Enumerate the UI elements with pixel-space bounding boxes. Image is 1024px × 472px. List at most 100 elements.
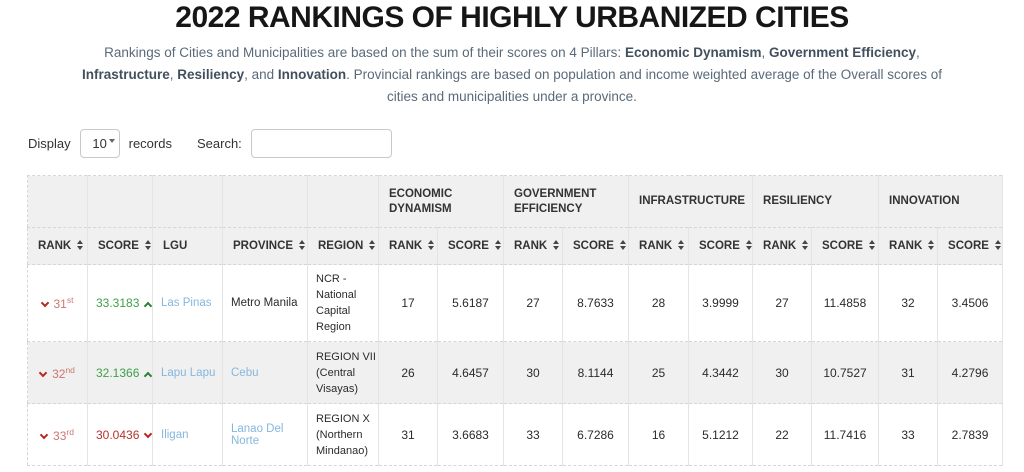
pillar-rank-cell-economic_dynamism: 17 — [378, 264, 438, 342]
table-wrap: ECONOMIC DYNAMISM GOVERNMENT EFFICIENCY … — [27, 175, 1004, 466]
column-header-ge-rank[interactable]: RANK — [503, 227, 563, 265]
pillar-group-resiliency: RESILIENCY — [752, 175, 880, 228]
pillar-rank-cell-resiliency: 22 — [752, 403, 813, 466]
rank-cell: 33rd — [27, 403, 88, 466]
score-trend-up-icon — [144, 371, 153, 380]
overall-score-cell: 32.1366 — [87, 341, 153, 404]
column-header-label: SCORE — [98, 240, 139, 252]
records-label: records — [128, 135, 172, 151]
subtitle-text: , — [169, 67, 178, 82]
pillar-score-cell-infrastructure: 5.1212 — [688, 403, 754, 466]
pillar-rank-cell-infrastructure: 28 — [628, 264, 690, 342]
column-header-label: RANK — [889, 240, 923, 252]
pillar-score-cell-economic_dynamism: 3.6683 — [437, 403, 504, 466]
header-spacer — [222, 175, 308, 228]
pillar-score-cell-resiliency: 11.7416 — [811, 403, 880, 466]
column-header-province[interactable]: PROVINCE — [222, 227, 308, 265]
sort-icon — [745, 239, 752, 250]
page-subtitle: Rankings of Cities and Municipalities ar… — [72, 42, 952, 108]
pillar-name-emphasis: Resiliency — [177, 67, 245, 82]
pillar-score-cell-government_efficiency: 8.1144 — [562, 341, 630, 404]
sort-icon — [553, 239, 560, 250]
rankings-table: ECONOMIC DYNAMISM GOVERNMENT EFFICIENCY … — [27, 175, 1004, 466]
score-trend-down-icon — [144, 429, 153, 438]
sort-icon — [928, 239, 935, 250]
pillar-rank-cell-economic_dynamism: 26 — [378, 341, 438, 404]
display-label: Display — [28, 135, 71, 151]
lgu-cell: Las Pinas — [152, 264, 223, 342]
column-header-res-rank[interactable]: RANK — [752, 227, 813, 265]
header-spacer — [87, 175, 153, 228]
column-header-label: LGU — [163, 240, 188, 252]
column-header-label: REGION — [318, 240, 364, 252]
header-spacer — [27, 175, 88, 228]
subtitle-text: , — [761, 45, 769, 60]
column-header-label: RANK — [389, 240, 423, 252]
column-header-ge-score[interactable]: SCORE — [562, 227, 630, 265]
column-header-label: SCORE — [699, 240, 740, 252]
column-header-ed-rank[interactable]: RANK — [378, 227, 438, 265]
records-per-page-select[interactable]: 10 — [79, 128, 120, 158]
column-header-inf-score[interactable]: SCORE — [688, 227, 754, 265]
rank-cell: 31st — [27, 264, 88, 342]
column-header-row: RANK SCORE LGU PROVINCE REGION RANK SCOR… — [27, 227, 1004, 265]
province-link[interactable]: Lanao Del Norte — [231, 422, 284, 447]
subtitle-text: , — [916, 45, 920, 60]
sort-icon — [994, 239, 1001, 250]
column-header-ed-score[interactable]: SCORE — [437, 227, 504, 265]
search-label: Search: — [196, 135, 242, 151]
column-header-label: RANK — [38, 240, 72, 252]
sort-icon — [299, 239, 306, 250]
pillar-rank-cell-resiliency: 30 — [752, 341, 813, 404]
pillar-score-cell-infrastructure: 3.9999 — [688, 264, 754, 342]
pillar-rank-cell-innovation: 32 — [878, 264, 939, 342]
sort-icon — [428, 239, 435, 250]
pillar-rank-cell-government_efficiency: 33 — [503, 403, 563, 466]
column-header-res-score[interactable]: SCORE — [811, 227, 880, 265]
column-header-inn-rank[interactable]: RANK — [878, 227, 939, 265]
column-header-rank[interactable]: RANK — [27, 227, 88, 265]
pillar-rank-cell-resiliency: 27 — [752, 264, 813, 342]
rank-trend-down-icon — [39, 430, 49, 439]
sort-icon — [619, 239, 626, 250]
table-row: 33rd 30.0436 Iligan Lanao Del Norte REGION X… — [27, 403, 1004, 466]
sort-icon — [77, 239, 84, 250]
pillar-rank-cell-government_efficiency: 27 — [503, 264, 563, 342]
pillar-score-cell-infrastructure: 4.3442 — [688, 341, 754, 404]
pillar-rank-cell-government_efficiency: 30 — [503, 341, 563, 404]
header-spacer — [152, 175, 223, 228]
sort-icon — [494, 239, 501, 250]
subtitle-text: . Provincial rankings are based on popul… — [346, 67, 942, 104]
province-link[interactable]: Cebu — [231, 366, 259, 379]
rank-trend-down-icon — [40, 298, 49, 308]
rankings-tbody: 31st 33.3183 Las Pinas Metro Manila NCR - Na… — [27, 264, 1004, 466]
lgu-link[interactable]: Las Pinas — [161, 297, 212, 309]
overall-score-cell: 33.3183 — [87, 264, 153, 342]
search-input[interactable] — [250, 128, 392, 158]
lgu-link[interactable]: Lapu Lapu — [161, 366, 216, 379]
lgu-cell: Lapu Lapu — [152, 341, 223, 404]
column-header-inn-score[interactable]: SCORE — [937, 227, 1004, 265]
pillar-score-cell-innovation: 4.2796 — [937, 341, 1004, 404]
overall-score-value: 33.3183 — [96, 296, 140, 310]
pillar-name-emphasis: Innovation — [277, 67, 347, 82]
column-header-inf-rank[interactable]: RANK — [628, 227, 690, 265]
sort-icon — [868, 239, 875, 250]
column-header-label: SCORE — [948, 240, 989, 252]
pillar-score-cell-resiliency: 10.7527 — [811, 341, 880, 404]
chevron-down-icon — [108, 138, 115, 143]
pillar-score-cell-innovation: 3.4506 — [937, 264, 1004, 342]
province-cell: Metro Manila — [222, 264, 308, 342]
pillar-name-emphasis: Economic Dynamism — [624, 45, 762, 60]
column-header-label: SCORE — [448, 240, 489, 252]
column-header-score[interactable]: SCORE — [87, 227, 153, 265]
pillar-group-economic-dynamism: ECONOMIC DYNAMISM — [378, 175, 504, 228]
pillar-group-header-row: ECONOMIC DYNAMISM GOVERNMENT EFFICIENCY … — [27, 175, 1004, 228]
lgu-link[interactable]: Iligan — [161, 428, 189, 441]
column-header-label: PROVINCE — [233, 240, 294, 252]
pillar-name-emphasis: Infrastructure — [82, 67, 170, 82]
overall-score-value: 32.1366 — [96, 365, 140, 380]
pillar-rank-cell-innovation: 33 — [878, 403, 939, 466]
pillar-score-cell-government_efficiency: 6.7286 — [562, 403, 630, 466]
column-header-region[interactable]: REGION — [307, 227, 379, 265]
